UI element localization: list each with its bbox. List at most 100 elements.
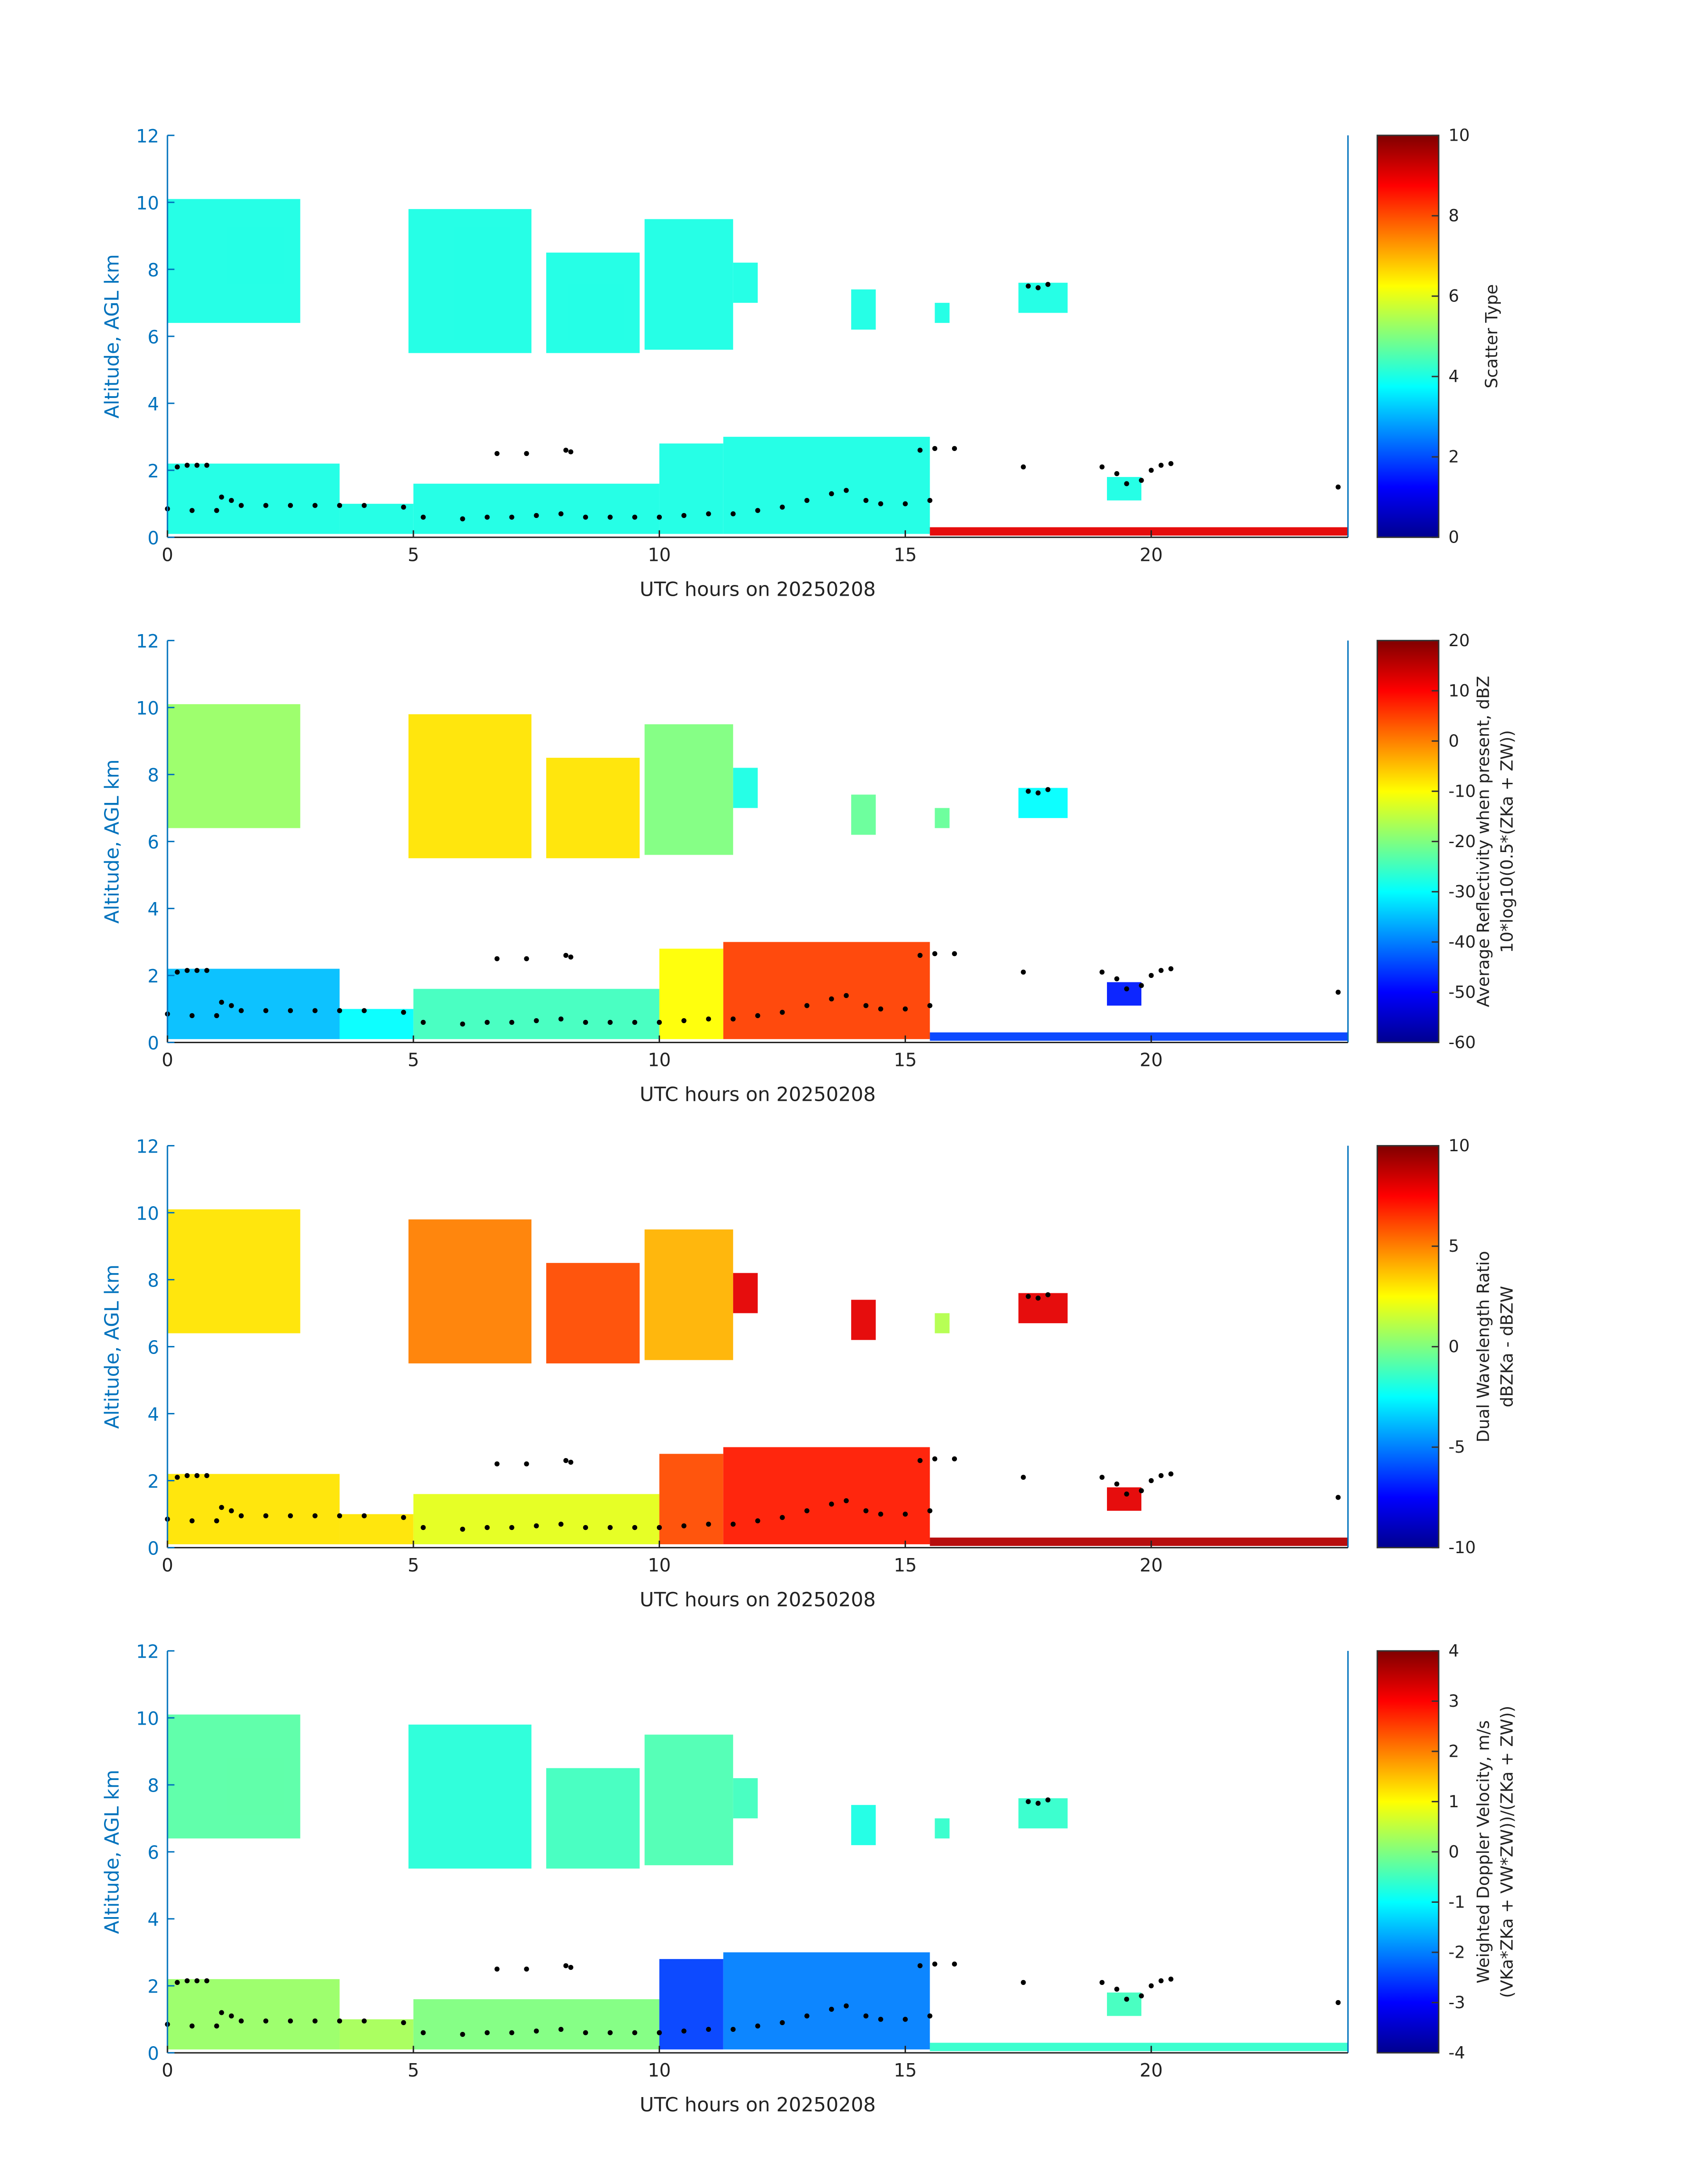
- y-tick-label: 4: [147, 1404, 159, 1425]
- colorbar-tick-label: -10: [1449, 781, 1476, 801]
- y-tick-label: 10: [136, 1203, 159, 1224]
- cloud-base-point: [632, 514, 638, 520]
- cloud-base-point: [952, 1456, 957, 1462]
- cloud-base-point: [681, 2028, 687, 2034]
- x-tick-label: 0: [162, 1049, 173, 1071]
- cloud-base-point: [755, 1013, 760, 1018]
- cloud-base-point: [288, 2018, 293, 2024]
- cloud-base-point: [189, 508, 195, 513]
- cloud-base-point: [184, 968, 190, 973]
- cloud-base-point: [484, 2030, 490, 2035]
- echo-region: [1018, 283, 1068, 313]
- echo-region: [1107, 982, 1142, 1006]
- cloud-base-point: [607, 1525, 613, 1530]
- x-tick-label: 20: [1140, 1554, 1163, 1576]
- cloud-base-point: [1158, 463, 1164, 468]
- cloud-base-point: [706, 511, 711, 517]
- cloud-base-point: [656, 1020, 662, 1025]
- colorbar: [1376, 639, 1440, 1043]
- echo-region: [851, 289, 876, 330]
- echo-region: [1018, 788, 1068, 818]
- echo-region: [644, 219, 733, 350]
- cloud-base-point: [534, 513, 539, 518]
- cloud-base-point: [1036, 285, 1041, 290]
- x-tick-label: 10: [648, 1049, 671, 1071]
- cloud-base-point: [362, 1008, 367, 1013]
- cloud-base-point: [632, 2030, 638, 2035]
- echo-region: [733, 768, 758, 808]
- cloud-base-point: [460, 516, 465, 522]
- x-tick-label: 20: [1140, 2060, 1163, 2081]
- cloud-base-point: [184, 1473, 190, 1478]
- cloud-base-point: [421, 1525, 426, 1530]
- colorbar-tick-label: 0: [1449, 1337, 1459, 1356]
- echo-region: [339, 504, 413, 534]
- cloud-base-point: [932, 1456, 938, 1462]
- x-tick-label: 0: [162, 1554, 173, 1576]
- cloud-base-point: [563, 1963, 568, 1968]
- y-tick-label: 4: [147, 393, 159, 415]
- cloud-base-point: [494, 956, 500, 961]
- cloud-base-point: [902, 1511, 908, 1517]
- cloud-base-point: [509, 1020, 514, 1025]
- colorbar-tick-label: -5: [1449, 1437, 1465, 1457]
- cloud-base-point: [509, 514, 514, 520]
- cloud-base-point: [484, 1020, 490, 1025]
- echo-region: [930, 2043, 1348, 2052]
- y-tick-label: 10: [136, 192, 159, 214]
- echo-region: [413, 989, 660, 1039]
- y-tick-label: 4: [147, 898, 159, 920]
- cloud-base-point: [194, 1978, 200, 1984]
- cloud-base-point: [189, 1013, 195, 1018]
- echo-region: [659, 1959, 723, 2050]
- cloud-base-point: [632, 1020, 638, 1025]
- cloud-base-point: [288, 503, 293, 508]
- cloud-base-point: [1026, 284, 1031, 289]
- cloud-base-point: [878, 1006, 883, 1011]
- x-tick-label: 5: [408, 1554, 419, 1576]
- cloud-base-point: [568, 1459, 573, 1465]
- y-tick-label: 0: [147, 2043, 159, 2064]
- cloud-base-point: [288, 1513, 293, 1518]
- colorbar-tick-label: 8: [1449, 206, 1459, 226]
- cloud-base-point: [927, 1003, 933, 1008]
- cloud-base-point: [1021, 1980, 1026, 1985]
- echo-region: [339, 1514, 413, 1545]
- echo-region: [935, 808, 950, 828]
- cloud-base-point: [902, 2017, 908, 2022]
- cloud-base-point: [656, 1525, 662, 1530]
- x-tick-label: 15: [894, 2060, 917, 2081]
- cloud-base-point: [1139, 983, 1144, 988]
- colorbar-tick-label: 0: [1449, 1842, 1459, 1861]
- y-tick-label: 8: [147, 259, 159, 281]
- echo-region: [408, 714, 532, 858]
- cloud-base-point: [583, 2030, 588, 2035]
- cloud-base-point: [214, 1518, 219, 1524]
- echo-region: [413, 1999, 660, 2050]
- cloud-base-point: [829, 2006, 834, 2012]
- y-tick-label: 6: [147, 832, 159, 853]
- echo-region: [659, 443, 723, 534]
- cloud-base-point: [362, 2018, 367, 2024]
- x-tick-label: 10: [648, 1554, 671, 1576]
- cloud-base-point: [194, 1473, 200, 1478]
- cloud-base-point: [607, 514, 613, 520]
- cloud-base-point: [263, 503, 268, 508]
- cloud-base-point: [1124, 986, 1129, 991]
- cloud-base-point: [214, 508, 219, 513]
- y-axis-label: Altitude, AGL km: [101, 1770, 124, 1934]
- cloud-base-point: [632, 1525, 638, 1530]
- cloud-base-point: [229, 1508, 234, 1513]
- cloud-base-point: [204, 463, 209, 468]
- x-tick-label: 5: [408, 2060, 419, 2081]
- cloud-base-point: [184, 1978, 190, 1984]
- cloud-base-point: [829, 996, 834, 1002]
- cloud-base-point: [706, 2027, 711, 2032]
- y-tick-label: 8: [147, 765, 159, 786]
- colorbar-tick-label: 4: [1449, 367, 1459, 386]
- y-axis-label: Altitude, AGL km: [101, 759, 124, 923]
- cloud-base-point: [607, 1020, 613, 1025]
- cloud-base-point: [755, 1518, 760, 1524]
- cloud-base-point: [337, 1008, 342, 1013]
- cloud-base-point: [509, 2030, 514, 2035]
